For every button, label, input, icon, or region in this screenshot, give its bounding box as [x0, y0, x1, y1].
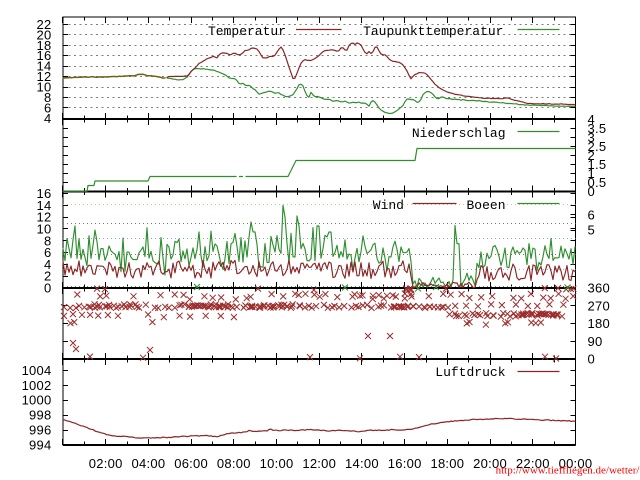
svg-text:06:00: 06:00 — [174, 456, 208, 471]
svg-text:18:00: 18:00 — [430, 456, 464, 471]
svg-text:10:00: 10:00 — [260, 456, 294, 471]
svg-text:1002: 1002 — [22, 378, 52, 393]
svg-text:2: 2 — [44, 269, 51, 284]
svg-text:994: 994 — [29, 437, 51, 452]
svg-text:998: 998 — [29, 408, 51, 423]
svg-text:00:00: 00:00 — [559, 456, 593, 471]
svg-text:0: 0 — [588, 352, 595, 367]
svg-text:0.5: 0.5 — [588, 175, 607, 190]
svg-text:1: 1 — [588, 166, 595, 181]
svg-text:0: 0 — [588, 184, 595, 199]
svg-text:360: 360 — [588, 281, 610, 296]
svg-text:14: 14 — [37, 59, 52, 74]
svg-text:5: 5 — [588, 223, 595, 238]
svg-text:1000: 1000 — [22, 393, 52, 408]
svg-text:Niederschlag: Niederschlag — [412, 126, 506, 141]
svg-text:270: 270 — [588, 298, 610, 313]
svg-text:4: 4 — [44, 111, 51, 126]
svg-text:6: 6 — [44, 245, 51, 260]
svg-text:http://www.tieffliegen.de/wett: http://www.tieffliegen.de/wetter/ — [496, 465, 640, 477]
svg-text:0: 0 — [44, 281, 51, 296]
svg-text:14:00: 14:00 — [345, 456, 379, 471]
svg-text:02:00: 02:00 — [89, 456, 123, 471]
svg-text:12: 12 — [37, 210, 52, 225]
svg-text:Boeen: Boeen — [466, 198, 505, 213]
svg-text:2: 2 — [588, 148, 595, 163]
svg-text:90: 90 — [588, 334, 603, 349]
svg-text:8: 8 — [44, 233, 51, 248]
svg-text:16:00: 16:00 — [388, 456, 422, 471]
svg-text:16: 16 — [37, 48, 52, 63]
svg-text:3.5: 3.5 — [588, 121, 607, 136]
svg-text:2.5: 2.5 — [588, 139, 607, 154]
svg-text:3: 3 — [588, 130, 595, 145]
svg-text:Wind: Wind — [373, 198, 404, 213]
svg-text:16: 16 — [37, 186, 52, 201]
svg-text:20:00: 20:00 — [473, 456, 507, 471]
svg-text:4: 4 — [44, 257, 51, 272]
svg-text:8: 8 — [44, 90, 51, 105]
svg-text:10: 10 — [37, 80, 52, 95]
svg-text:12: 12 — [37, 69, 52, 84]
svg-text:20: 20 — [37, 27, 52, 42]
svg-text:10: 10 — [37, 221, 52, 236]
svg-text:08:00: 08:00 — [217, 456, 251, 471]
svg-text:6: 6 — [44, 100, 51, 115]
svg-text:6: 6 — [588, 208, 595, 223]
svg-text:180: 180 — [588, 316, 610, 331]
svg-text:18: 18 — [37, 38, 52, 53]
svg-text:Luftdruck: Luftdruck — [435, 365, 505, 380]
svg-text:14: 14 — [37, 198, 52, 213]
svg-text:1004: 1004 — [22, 363, 52, 378]
svg-text:22: 22 — [37, 17, 52, 32]
svg-text:4: 4 — [588, 112, 595, 127]
svg-text:996: 996 — [29, 423, 51, 438]
svg-text:Taupunkttemperatur: Taupunkttemperatur — [363, 24, 503, 39]
svg-text:22:00: 22:00 — [516, 456, 550, 471]
svg-text:04:00: 04:00 — [132, 456, 166, 471]
svg-text:1.5: 1.5 — [588, 157, 607, 172]
svg-text:12:00: 12:00 — [302, 456, 336, 471]
svg-text:Temperatur: Temperatur — [208, 24, 286, 39]
